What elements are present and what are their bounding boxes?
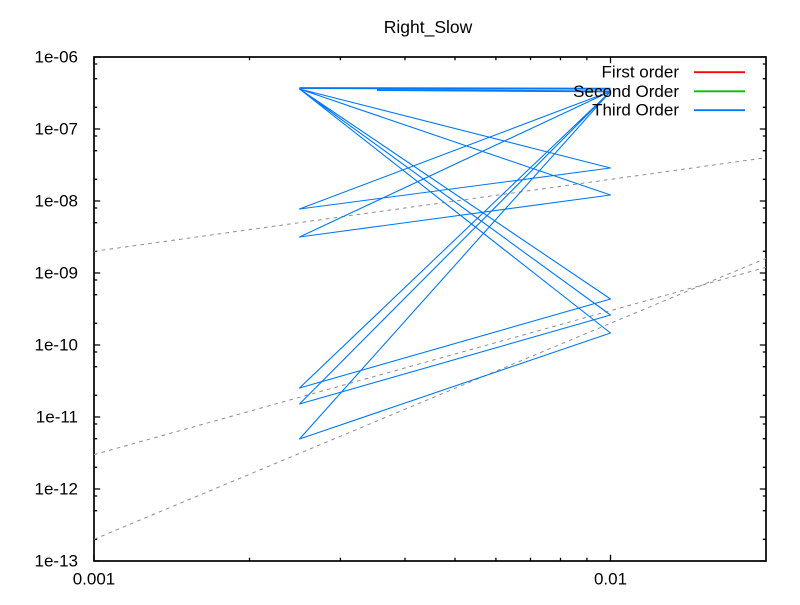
- svg-text:First order: First order: [602, 63, 680, 82]
- svg-text:1e-09: 1e-09: [35, 264, 78, 283]
- svg-text:Second Order: Second Order: [573, 82, 679, 101]
- svg-text:Third Order: Third Order: [592, 101, 679, 120]
- svg-text:0.01: 0.01: [594, 570, 627, 589]
- svg-text:1e-12: 1e-12: [35, 480, 78, 499]
- svg-text:1e-07: 1e-07: [35, 120, 78, 139]
- svg-text:1e-11: 1e-11: [36, 408, 78, 427]
- svg-text:1e-06: 1e-06: [35, 48, 78, 67]
- svg-text:0.001: 0.001: [73, 570, 116, 589]
- svg-text:Right_Slow: Right_Slow: [384, 17, 473, 38]
- svg-text:1e-08: 1e-08: [35, 192, 78, 211]
- svg-text:1e-10: 1e-10: [35, 336, 78, 355]
- svg-text:1e-13: 1e-13: [35, 552, 78, 571]
